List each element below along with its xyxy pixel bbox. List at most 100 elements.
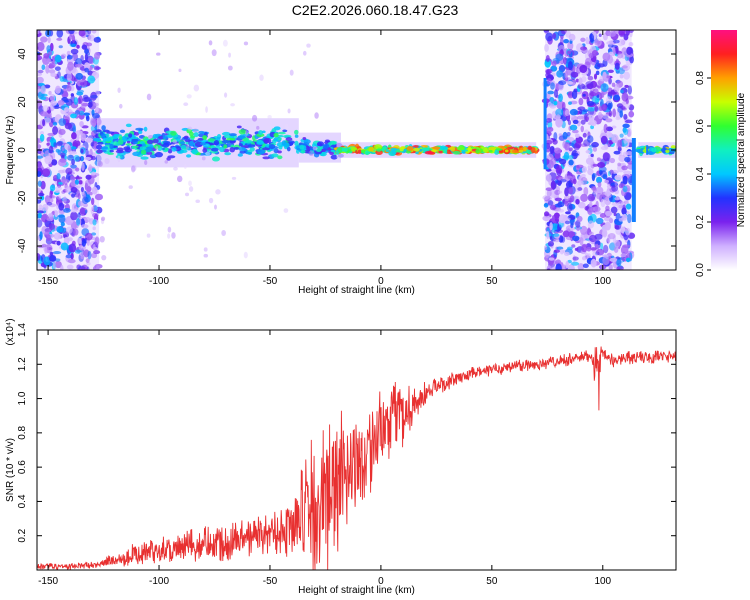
spectrogram-cell bbox=[593, 190, 598, 195]
spectrogram-cell bbox=[117, 139, 124, 145]
spectrogram-cell bbox=[620, 89, 624, 94]
spectrogram-cell bbox=[578, 97, 584, 106]
spectrogram-cell bbox=[284, 123, 289, 131]
spectrogram-cell bbox=[128, 185, 133, 189]
spectrogram-cell bbox=[75, 63, 83, 68]
spectrogram-cell bbox=[624, 84, 629, 88]
spectrogram-cell bbox=[37, 180, 42, 187]
spectrogram-cell bbox=[173, 166, 178, 171]
spectrogram-cell bbox=[376, 148, 382, 152]
spectrogram-cell bbox=[125, 143, 132, 146]
spectrogram-cell bbox=[193, 128, 198, 133]
spectrogram-cell bbox=[101, 146, 109, 150]
spectrogram-cell bbox=[80, 224, 89, 229]
spectrogram-cell bbox=[76, 44, 80, 49]
spectrogram-cell bbox=[251, 114, 258, 122]
spectrogram-cell bbox=[92, 212, 99, 218]
spectrogram-cell bbox=[74, 176, 83, 180]
spectrogram-cell bbox=[392, 149, 397, 155]
spectrogram-cell bbox=[594, 105, 599, 112]
spectrogram-cell bbox=[46, 142, 50, 146]
spectrogram-cell bbox=[49, 254, 57, 262]
snr-x-label: Height of straight line (km) bbox=[298, 585, 415, 596]
spectrogram-cell bbox=[166, 157, 171, 161]
spectrogram-cell bbox=[613, 150, 621, 155]
spectrogram-cell bbox=[610, 206, 618, 214]
spectrogram-cell bbox=[609, 257, 618, 262]
spectrogram-cell bbox=[600, 135, 608, 145]
spectrogram-cell bbox=[558, 80, 567, 86]
spectrogram-cell bbox=[614, 239, 621, 248]
spectrogram-cell bbox=[542, 195, 550, 201]
spectrogram-cell bbox=[71, 193, 76, 198]
spectrogram-cell bbox=[580, 37, 586, 43]
spectrogram-cell bbox=[228, 52, 231, 58]
spectrogram-cell bbox=[580, 119, 586, 125]
spectrogram-cell bbox=[549, 97, 555, 103]
spectrogram-cell bbox=[553, 249, 561, 253]
snr-y-label: 0.2 bbox=[17, 528, 28, 542]
spectrogram-cell bbox=[550, 82, 555, 90]
spectrogram-cell bbox=[183, 163, 187, 170]
spectrogram-cell bbox=[567, 264, 575, 270]
spectrogram-cell bbox=[101, 125, 106, 131]
spectrogram-cell bbox=[57, 99, 65, 106]
spectrogram-cell bbox=[76, 91, 84, 96]
spectrogram-cell bbox=[37, 210, 44, 214]
spectrogram-cell bbox=[504, 149, 509, 153]
spectrogram-cell bbox=[203, 247, 208, 252]
spectrogram-cell bbox=[39, 130, 45, 136]
spectrogram-cell bbox=[118, 135, 123, 140]
spectrogram-cell bbox=[284, 142, 290, 148]
spectrogram-cell bbox=[140, 149, 147, 155]
spectrogram-cell bbox=[590, 119, 597, 127]
spectrogram-cell bbox=[585, 149, 591, 154]
spectrogram-cell bbox=[143, 126, 148, 132]
spectrogram-cell bbox=[73, 154, 80, 162]
spectrogram-cell bbox=[468, 147, 472, 152]
spectrogram-cell bbox=[568, 186, 574, 195]
spectrogram-cell bbox=[93, 205, 98, 212]
spectrogram-cell bbox=[271, 128, 277, 133]
spectrogram-cell bbox=[568, 101, 572, 105]
spectrogram-cell bbox=[357, 149, 362, 154]
spectrogram-cell bbox=[82, 196, 89, 205]
spectrogram-cell bbox=[542, 215, 551, 221]
spectrogram-cell bbox=[55, 186, 62, 191]
spectrogram-cell bbox=[559, 248, 564, 255]
spectrogram-cell bbox=[586, 135, 594, 143]
spectrogram-cell bbox=[85, 174, 92, 180]
spectrogram-cell bbox=[171, 232, 176, 239]
spectrogram-x-label: 0 bbox=[378, 276, 384, 287]
spectrogram-cell bbox=[126, 140, 131, 144]
spectrogram-cell bbox=[592, 163, 598, 167]
spectrogram-cell bbox=[100, 133, 106, 139]
spectrogram-cell bbox=[561, 101, 566, 111]
spectrogram-cell bbox=[585, 116, 589, 122]
spectrogram-cell bbox=[577, 263, 585, 270]
spectrogram-cell bbox=[302, 136, 307, 141]
spectrogram-cell bbox=[77, 237, 82, 244]
spectrogram-cell bbox=[608, 232, 616, 240]
spectrogram-cell bbox=[421, 147, 430, 151]
spectrogram-cell bbox=[610, 30, 619, 34]
spectrogram-cell bbox=[49, 184, 56, 192]
spectrogram-cell bbox=[152, 134, 158, 139]
spectrogram-cell bbox=[93, 250, 101, 255]
spectrogram-cell bbox=[616, 52, 624, 59]
spectrogram-cell bbox=[587, 193, 595, 202]
spectrogram-cell bbox=[171, 146, 177, 152]
spectrogram-cell bbox=[91, 30, 97, 34]
spectrogram-cell bbox=[576, 115, 585, 120]
spectrogram-cell bbox=[512, 149, 519, 154]
spectrogram-cell bbox=[67, 145, 72, 152]
spectrogram-cell bbox=[604, 221, 611, 231]
spectrogram-cell bbox=[99, 235, 105, 243]
spectrogram-cell bbox=[588, 234, 597, 243]
spectrogram-cell bbox=[550, 223, 559, 231]
spectrogram-cell bbox=[553, 147, 562, 154]
spectrogram-cell bbox=[113, 141, 118, 146]
spectrogram-cell bbox=[483, 147, 489, 153]
spectrogram-cell bbox=[324, 139, 330, 143]
spectrogram-cell bbox=[43, 117, 52, 124]
